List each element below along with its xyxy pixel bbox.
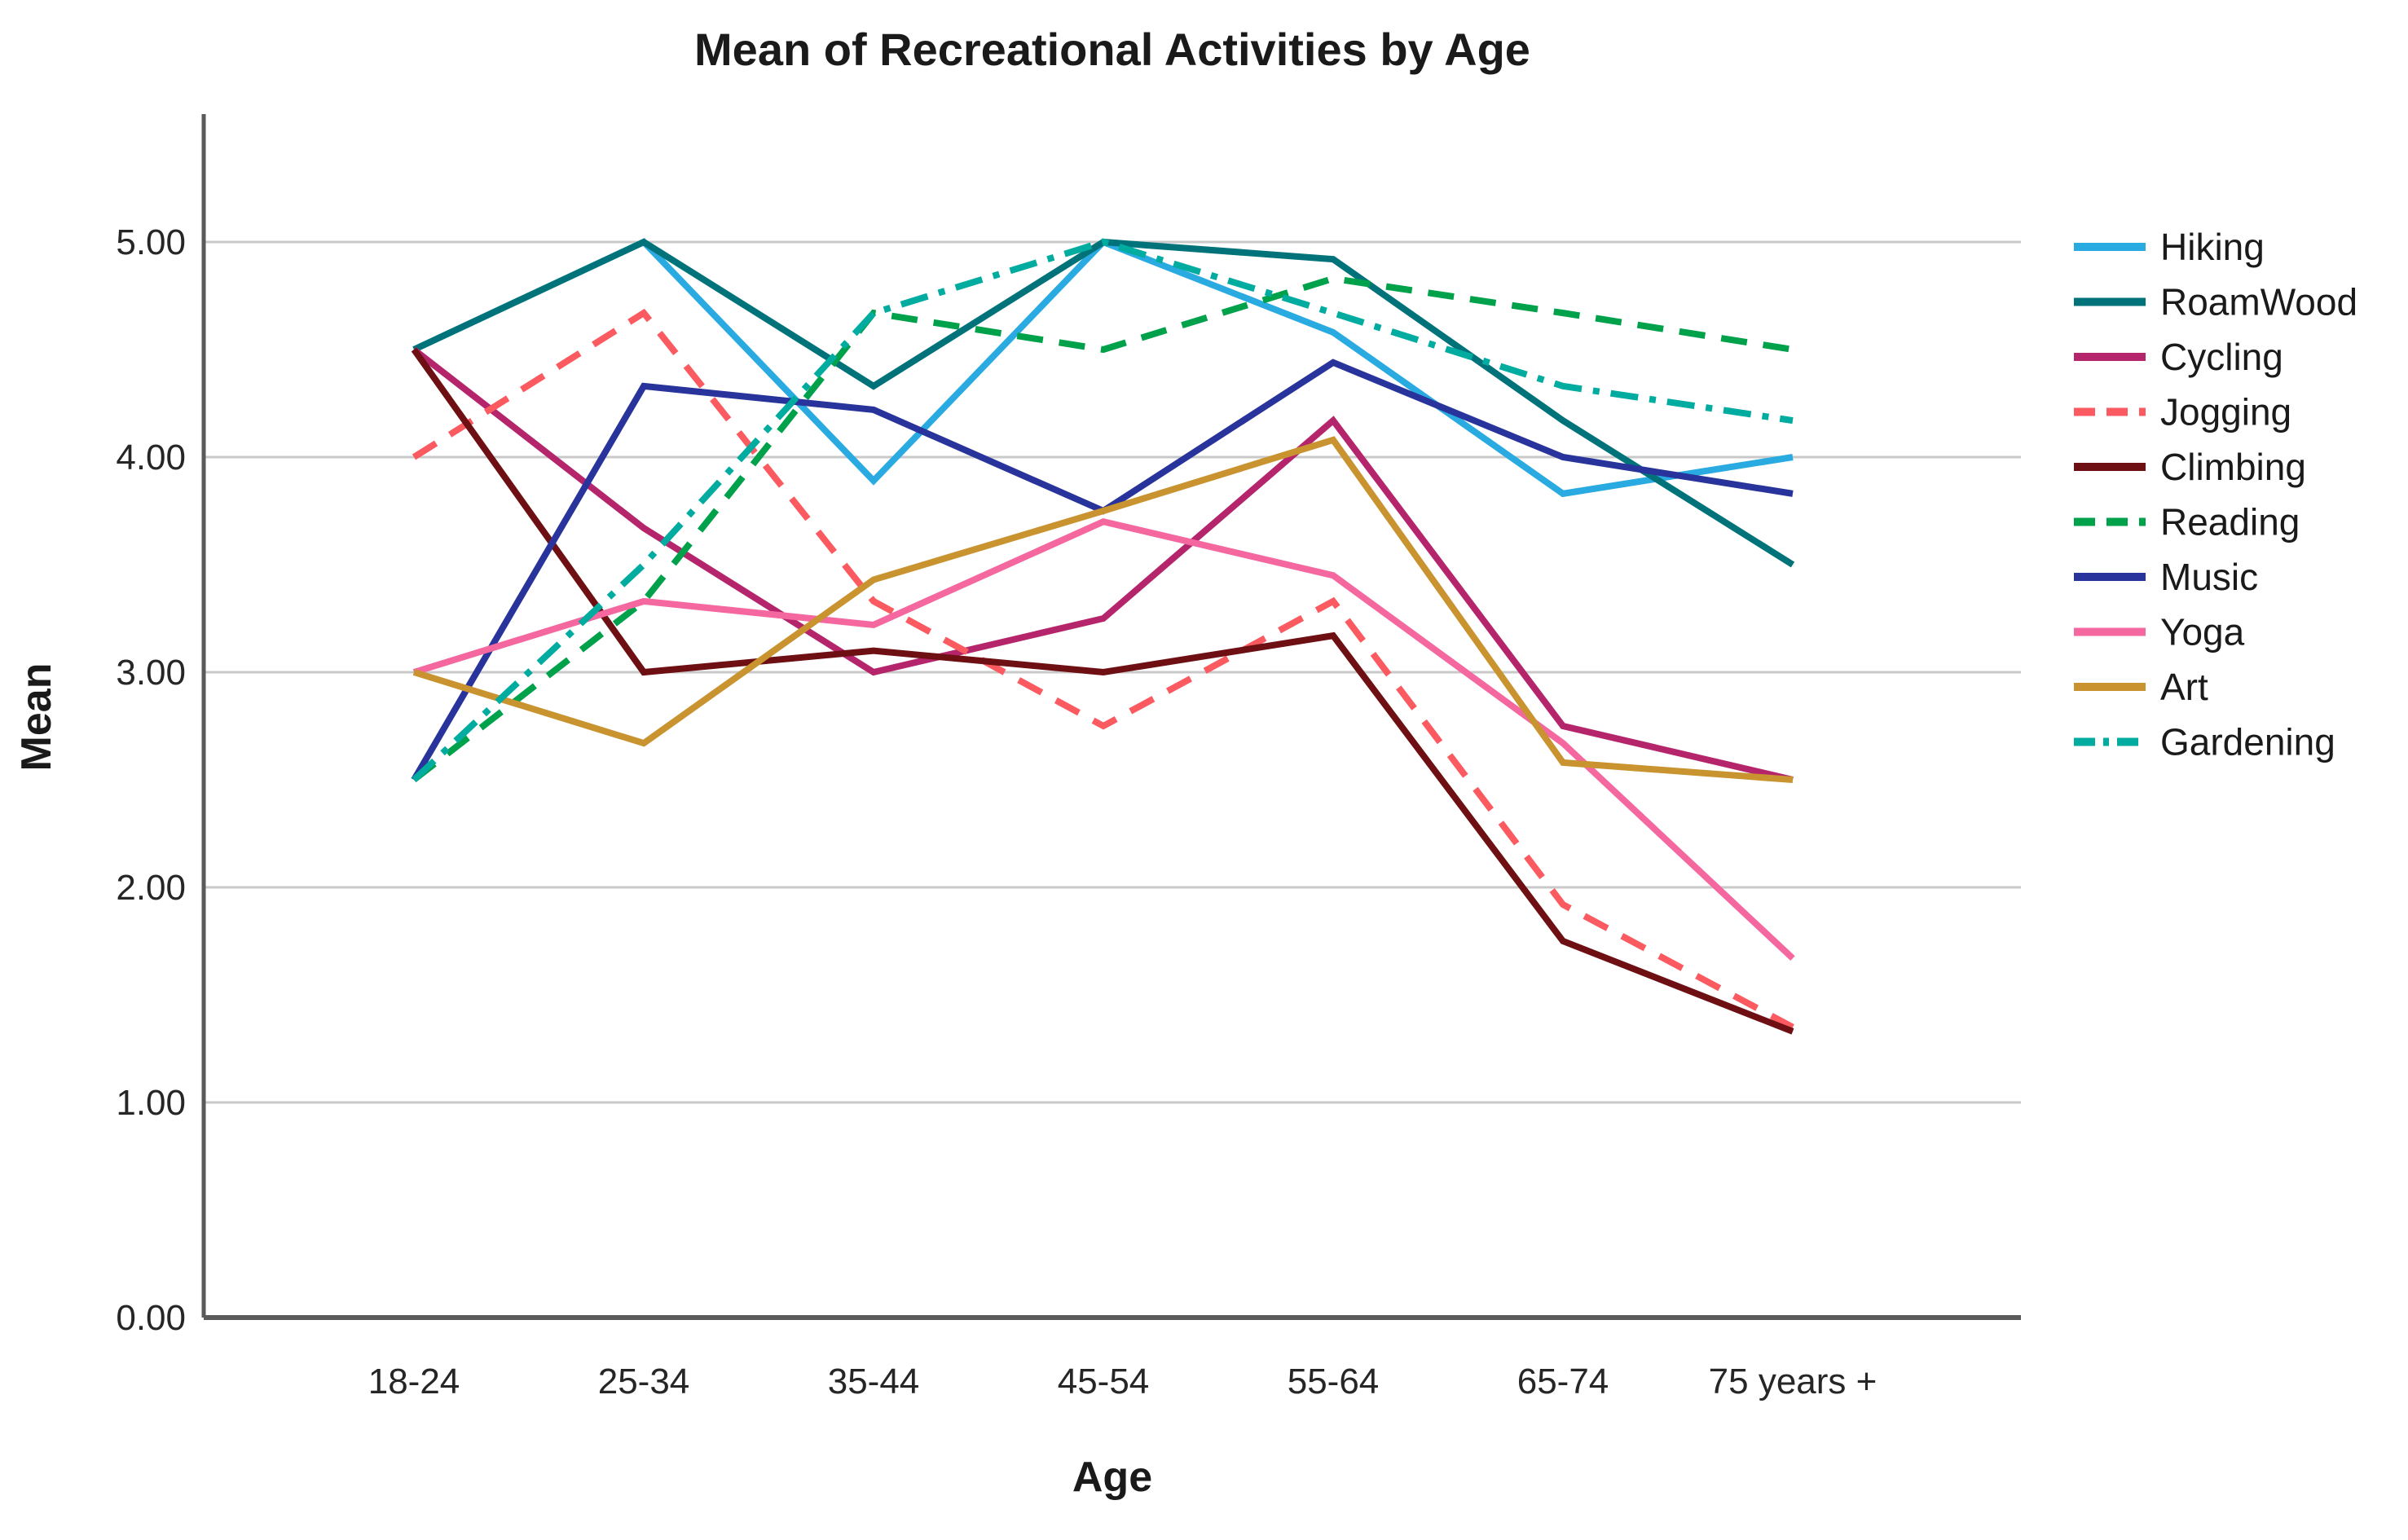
series-line-reading xyxy=(412,275,1794,783)
series-lines xyxy=(411,238,1795,1035)
y-axis-title: Mean xyxy=(13,663,60,772)
series-line-music xyxy=(411,359,1794,782)
y-tick-label: 1.00 xyxy=(116,1083,186,1123)
y-tick-label: 2.00 xyxy=(116,868,186,908)
series-line-yoga xyxy=(412,517,1795,961)
x-tick-label: 55-64 xyxy=(1288,1362,1380,1401)
x-tick-labels: 18-24 25-34 35-44 45-54 55-64 65-74 75 years + xyxy=(368,1362,1878,1401)
legend-label-cycling: Cycling xyxy=(2160,336,2283,378)
series-line-roamwood xyxy=(412,238,1795,568)
y-tick-label: 3.00 xyxy=(116,653,186,693)
x-axis-title: Age xyxy=(1072,1454,1152,1501)
series-line-gardening xyxy=(412,238,1794,782)
legend-label-jogging: Jogging xyxy=(2160,391,2291,433)
x-tick-label: 35-44 xyxy=(828,1362,920,1401)
axis-spines xyxy=(201,114,2021,1320)
legend-label-music: Music xyxy=(2160,556,2258,598)
x-tick-label: 25-34 xyxy=(598,1362,690,1401)
legend-label-climbing: Climbing xyxy=(2160,446,2306,488)
series-line-climbing xyxy=(411,347,1794,1035)
x-tick-label: 18-24 xyxy=(368,1362,460,1401)
legend: Hiking RoamWood Cycling Jogging Climbing Read… xyxy=(2074,226,2357,763)
x-tick-label: 65-74 xyxy=(1517,1362,1609,1401)
legend-label-yoga: Yoga xyxy=(2160,611,2245,653)
y-tick-label: 4.00 xyxy=(116,438,186,477)
series-line-jogging xyxy=(412,308,1794,1031)
series-line-cycling xyxy=(412,346,1794,783)
x-tick-label: 45-54 xyxy=(1058,1362,1150,1401)
x-tick-label: 75 years + xyxy=(1709,1362,1878,1401)
legend-label-roamwood: RoamWood xyxy=(2160,281,2357,323)
chart-title: Mean of Recreational Activities by Age xyxy=(694,24,1530,75)
legend-label-reading: Reading xyxy=(2160,501,2300,543)
series-line-art xyxy=(412,436,1794,783)
y-tick-labels: 0.00 1.00 2.00 3.00 4.00 5.00 xyxy=(116,222,186,1338)
y-tick-label: 0.00 xyxy=(116,1298,186,1338)
legend-label-gardening: Gardening xyxy=(2160,721,2335,763)
y-tick-label: 5.00 xyxy=(116,222,186,262)
legend-label-art: Art xyxy=(2160,666,2208,708)
legend-label-hiking: Hiking xyxy=(2160,226,2265,268)
